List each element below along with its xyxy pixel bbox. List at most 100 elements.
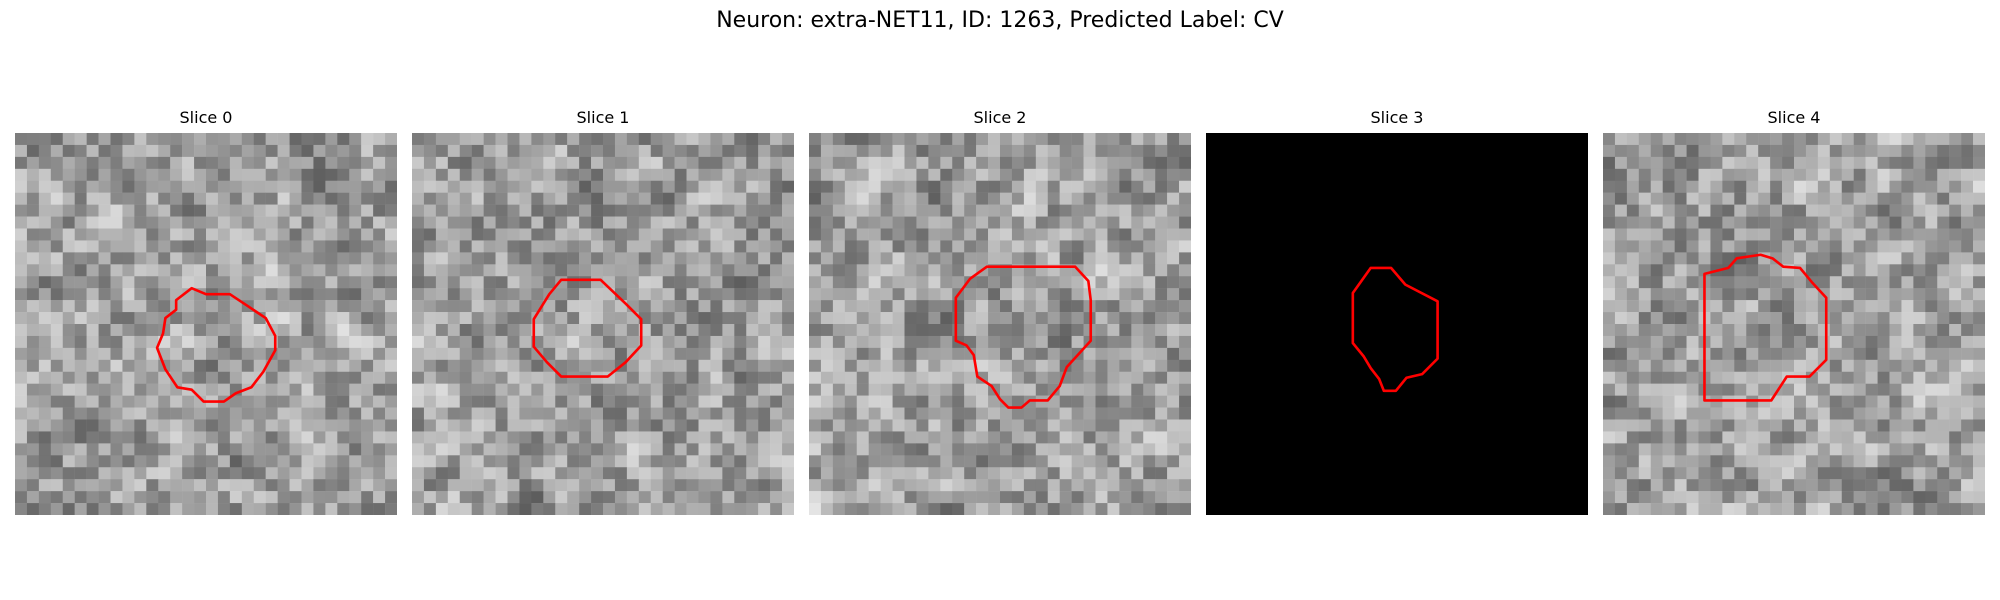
noise-pixel — [471, 419, 484, 432]
noise-pixel — [361, 180, 374, 193]
noise-pixel — [1889, 395, 1902, 408]
noise-pixel — [206, 240, 219, 253]
noise-pixel — [86, 216, 99, 229]
noise-pixel — [1758, 180, 1771, 193]
noise-pixel — [74, 431, 87, 444]
noise-pixel — [1674, 156, 1687, 170]
noise-pixel — [880, 264, 893, 277]
noise-pixel — [1829, 288, 1842, 301]
noise-pixel — [98, 288, 111, 301]
noise-pixel — [1913, 240, 1926, 253]
noise-pixel — [626, 383, 640, 396]
noise-pixel — [158, 133, 171, 146]
noise-pixel — [373, 479, 386, 492]
noise-pixel — [1626, 264, 1640, 277]
noise-pixel — [1805, 252, 1819, 265]
noise-pixel — [543, 204, 556, 217]
noise-pixel — [662, 443, 675, 456]
noise-pixel — [1913, 144, 1926, 158]
noise-pixel — [1614, 300, 1628, 313]
noise-pixel — [626, 407, 640, 420]
noise-pixel — [325, 312, 338, 325]
noise-pixel — [1167, 395, 1180, 408]
noise-pixel — [1095, 359, 1108, 372]
noise-pixel — [1047, 467, 1060, 480]
noise-pixel — [1722, 383, 1735, 396]
noise-pixel — [1131, 455, 1144, 468]
noise-pixel — [1131, 216, 1144, 229]
noise-pixel — [650, 216, 663, 229]
noise-pixel — [1603, 491, 1616, 504]
noise-pixel — [650, 431, 663, 444]
noise-pixel — [301, 252, 314, 265]
noise-pixel — [1805, 467, 1819, 480]
noise-pixel — [892, 300, 905, 313]
noise-pixel — [1167, 133, 1180, 146]
noise-pixel — [1901, 503, 1914, 515]
noise-pixel — [1805, 216, 1819, 229]
noise-pixel — [217, 276, 231, 289]
noise-pixel — [206, 491, 219, 504]
noise-pixel — [758, 324, 771, 337]
noise-pixel — [86, 276, 99, 289]
noise-pixel — [1650, 467, 1663, 480]
noise-pixel — [1662, 288, 1675, 301]
noise-pixel — [710, 431, 723, 444]
noise-pixel — [782, 395, 794, 408]
noise-pixel — [964, 276, 977, 289]
noise-pixel — [1913, 371, 1926, 384]
noise-pixel — [241, 407, 254, 420]
noise-pixel — [182, 300, 195, 313]
noise-pixel — [1179, 168, 1191, 181]
noise-pixel — [1817, 407, 1831, 420]
noise-pixel — [734, 180, 747, 193]
noise-pixel — [844, 252, 857, 265]
noise-pixel — [361, 240, 374, 253]
noise-pixel — [770, 300, 783, 313]
noise-pixel — [361, 443, 374, 456]
noise-pixel — [746, 455, 759, 468]
noise-pixel — [868, 133, 881, 146]
noise-pixel — [110, 467, 123, 480]
noise-pixel — [435, 335, 449, 349]
noise-pixel — [650, 192, 663, 205]
noise-pixel — [1913, 228, 1926, 241]
noise-pixel — [1638, 216, 1651, 229]
noise-pixel — [1770, 133, 1783, 146]
noise-pixel — [447, 383, 460, 396]
noise-pixel — [301, 192, 314, 205]
noise-pixel — [1059, 276, 1072, 289]
noise-pixel — [543, 419, 556, 432]
noise-pixel — [674, 347, 687, 361]
noise-pixel — [710, 216, 723, 229]
noise-pixel — [579, 192, 592, 205]
noise-pixel — [1841, 312, 1854, 325]
noise-pixel — [412, 395, 425, 408]
noise-pixel — [1179, 216, 1191, 229]
noise-pixel — [614, 168, 628, 181]
noise-pixel — [1877, 443, 1890, 456]
noise-pixel — [1638, 467, 1651, 480]
noise-pixel — [722, 204, 735, 217]
noise-pixel — [904, 371, 917, 384]
noise-pixel — [495, 168, 508, 181]
noise-pixel — [1035, 407, 1048, 420]
noise-pixel — [98, 300, 111, 313]
noise-pixel — [62, 335, 75, 349]
noise-pixel — [385, 443, 397, 456]
noise-pixel — [1035, 133, 1048, 146]
noise-pixel — [758, 431, 771, 444]
noise-pixel — [1131, 359, 1144, 372]
noise-pixel — [1035, 335, 1048, 349]
noise-pixel — [253, 288, 266, 301]
noise-pixel — [170, 431, 183, 444]
noise-pixel — [1603, 288, 1616, 301]
noise-pixel — [844, 407, 857, 420]
noise-pixel — [1913, 347, 1926, 361]
noise-pixel — [519, 240, 532, 253]
noise-pixel — [1083, 467, 1096, 480]
noise-pixel — [277, 503, 290, 515]
noise-pixel — [555, 156, 568, 170]
noise-pixel — [229, 228, 243, 241]
noise-pixel — [86, 192, 99, 205]
